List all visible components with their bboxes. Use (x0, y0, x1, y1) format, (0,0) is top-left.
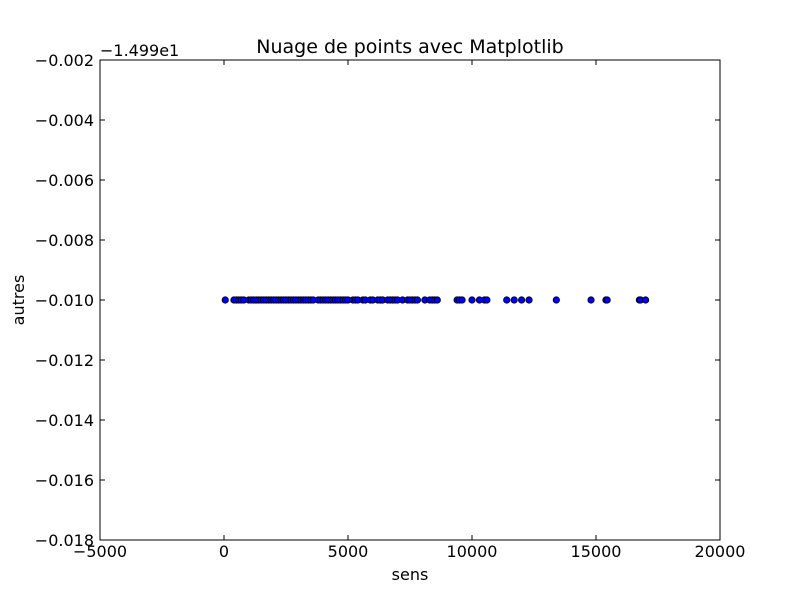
scatter-point (503, 296, 511, 304)
scatter-point (510, 296, 518, 304)
x-tick-label: 5000 (328, 542, 369, 561)
x-ticks-group: −5000 0 5000 10000 15000 20000 (73, 60, 746, 561)
y-ticks-group: −0.002 −0.004 −0.006 −0.008 −0.010 −0.012 −0.0… (35, 51, 720, 550)
x-tick-label: −5000 (73, 542, 127, 561)
scatter-point (552, 296, 560, 304)
y-tick-label: −0.002 (35, 51, 94, 70)
x-tick-label: 15000 (571, 542, 622, 561)
scatter-point (525, 296, 533, 304)
x-axis-label: sens (392, 565, 429, 584)
y-axis-label: autres (9, 275, 28, 326)
y-tick-label: −0.008 (35, 231, 94, 250)
y-tick-label: −0.010 (35, 291, 94, 310)
y-tick-label: −0.014 (35, 411, 94, 430)
scatter-point (603, 296, 611, 304)
scatter-point (483, 296, 491, 304)
scatter-point (587, 296, 595, 304)
scatter-points-group (221, 296, 650, 304)
y-tick-label: −0.012 (35, 351, 94, 370)
x-tick-label: 10000 (447, 542, 498, 561)
scatter-point (641, 296, 650, 304)
y-tick-label: −0.018 (35, 531, 94, 550)
y-tick-label: −0.004 (35, 111, 94, 130)
chart-title: Nuage de points avec Matplotlib (256, 36, 563, 58)
scatter-point (517, 296, 526, 304)
y-tick-label: −0.016 (35, 471, 94, 490)
scatter-point (433, 296, 441, 304)
x-tick-label: 20000 (695, 542, 746, 561)
scatter-point (468, 296, 476, 304)
scatter-point (221, 296, 229, 304)
scatter-point (413, 296, 422, 304)
y-tick-label: −0.006 (35, 171, 94, 190)
y-offset-label: −1.499e1 (100, 41, 179, 60)
x-tick-label: 0 (219, 542, 229, 561)
scatter-point (458, 296, 466, 304)
plot-frame (99, 59, 721, 541)
